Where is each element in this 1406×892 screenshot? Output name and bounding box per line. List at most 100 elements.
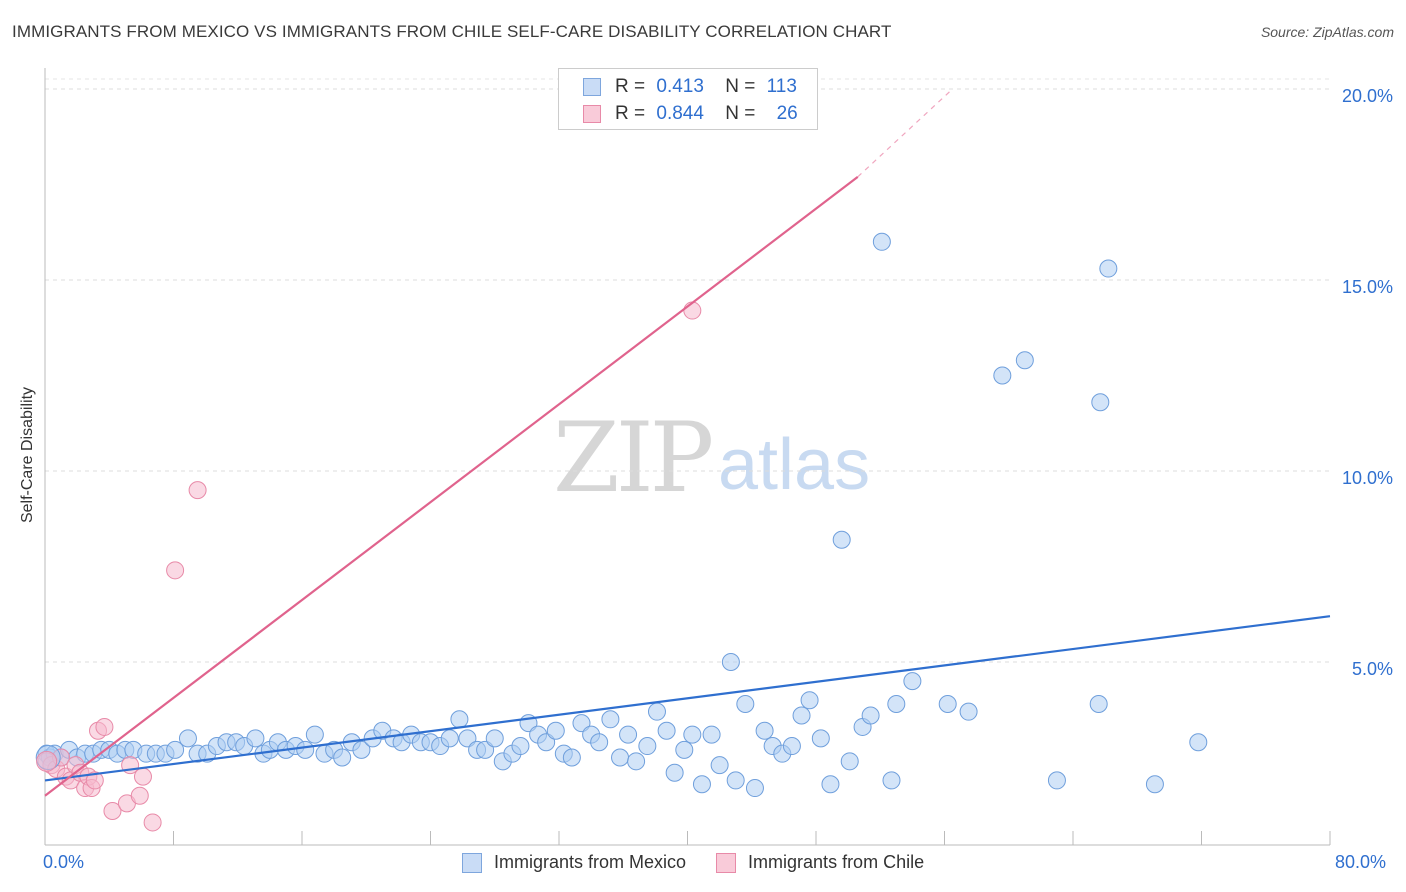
r-label: R = — [615, 76, 646, 97]
mexico-point — [619, 725, 638, 744]
chile-point — [143, 813, 162, 832]
mexico-point — [840, 752, 859, 771]
mexico-point — [1047, 771, 1066, 790]
x-tick-label-min: 0.0% — [43, 852, 85, 872]
watermark-atlas: atlas — [718, 425, 871, 505]
legend-label-mexico: Immigrants from Mexico — [494, 852, 687, 872]
mexico-point — [665, 763, 684, 782]
mexico-point — [562, 748, 581, 767]
y-tick-label-10: 10.0% — [1341, 468, 1393, 488]
n-label: N = — [725, 103, 756, 124]
mexico-point — [1091, 393, 1110, 412]
mexico-point — [537, 733, 556, 752]
mexico-point — [178, 729, 197, 748]
mexico-point — [683, 725, 702, 744]
mexico-point — [745, 779, 764, 798]
y-tick-label-5: 5.0% — [1351, 659, 1393, 679]
mexico-swatch — [583, 78, 601, 96]
chile-point — [683, 301, 702, 320]
mexico-point — [638, 737, 657, 756]
stats-legend-row-mexico: R = 0.413 N = 113 — [583, 75, 797, 99]
legend-swatch-chile — [716, 852, 737, 873]
source-label: Source: ZipAtlas.com — [1260, 24, 1394, 40]
legend-item-chile[interactable]: Immigrants from Chile — [716, 852, 924, 873]
mexico-point — [590, 733, 609, 752]
mexico-point — [811, 729, 830, 748]
mexico-point — [692, 775, 711, 794]
legend-label-chile: Immigrants from Chile — [748, 852, 925, 872]
mexico-point — [675, 740, 694, 759]
mexico-point — [755, 721, 774, 740]
mexico-point — [440, 729, 459, 748]
mexico-trend-line — [44, 615, 1331, 782]
chile-point — [95, 717, 114, 736]
mexico-point — [702, 725, 721, 744]
r-value: 0.413 — [656, 76, 704, 97]
n-value: 113 — [766, 76, 797, 97]
mexico-point — [782, 737, 801, 756]
mexico-point — [246, 729, 265, 748]
mexico-point — [1099, 259, 1118, 278]
chile-trend-extension — [857, 88, 953, 178]
chile-point — [166, 561, 185, 580]
stats-legend-row-chile: R = 0.844 N = 26 — [583, 102, 798, 126]
mexico-point — [887, 695, 906, 714]
mexico-point — [450, 710, 469, 729]
mexico-point — [572, 714, 591, 733]
mexico-point — [296, 740, 315, 759]
mexico-point — [458, 729, 477, 748]
y-tick-label-20: 20.0% — [1341, 86, 1393, 106]
chile-point — [130, 786, 149, 805]
mexico-point — [993, 366, 1012, 385]
mexico-point — [903, 672, 922, 691]
r-value: 0.844 — [656, 103, 704, 124]
mexico-point — [1089, 695, 1108, 714]
chile-point — [133, 767, 152, 786]
mexico-point — [1189, 733, 1208, 752]
mexico-point — [832, 530, 851, 549]
chile-point — [188, 481, 207, 500]
chile-point — [85, 771, 104, 790]
mexico-point — [601, 710, 620, 729]
n-value: 26 — [776, 103, 798, 124]
mexico-point — [736, 695, 755, 714]
series-legend: Immigrants from Mexico Immigrants from C… — [462, 852, 954, 873]
chile-trend-line — [44, 175, 859, 797]
mexico-point — [352, 740, 371, 759]
mexico-point — [821, 775, 840, 794]
mexico-point — [792, 706, 811, 725]
mexico-point — [546, 721, 565, 740]
mexico-point — [721, 653, 740, 671]
mexico-point — [647, 702, 666, 721]
legend-swatch-mexico — [462, 852, 482, 873]
mexico-point — [726, 771, 745, 790]
mexico-point — [1015, 351, 1034, 370]
y-tick-label-15: 15.0% — [1341, 277, 1393, 297]
r-label: R = — [615, 103, 646, 124]
mexico-point — [872, 232, 891, 251]
mexico-point — [485, 729, 504, 748]
chile-cluster-point — [36, 750, 58, 772]
mexico-point — [511, 737, 530, 756]
mexico-point — [476, 740, 495, 759]
mexico-point — [800, 691, 819, 710]
mexico-point — [959, 702, 978, 721]
watermark-zip: ZIP — [553, 402, 714, 514]
x-tick-label-max: 80.0% — [1335, 852, 1387, 872]
mexico-point — [166, 740, 185, 759]
legend-item-mexico[interactable]: Immigrants from Mexico — [462, 852, 686, 873]
chart-title: IMMIGRANTS FROM MEXICO VS IMMIGRANTS FRO… — [12, 22, 892, 41]
mexico-point — [938, 695, 957, 714]
n-label: N = — [725, 76, 756, 97]
mexico-point — [710, 756, 729, 775]
mexico-point — [861, 706, 880, 725]
mexico-point — [627, 752, 646, 771]
mexico-point — [882, 771, 901, 790]
stats-legend: R = 0.413 N = 113 R = 0.844 N = 26 — [558, 68, 818, 130]
chile-swatch — [583, 105, 601, 123]
mexico-point — [1145, 775, 1164, 794]
mexico-point — [305, 725, 324, 744]
chile-point — [103, 801, 122, 820]
mexico-point — [657, 721, 676, 740]
